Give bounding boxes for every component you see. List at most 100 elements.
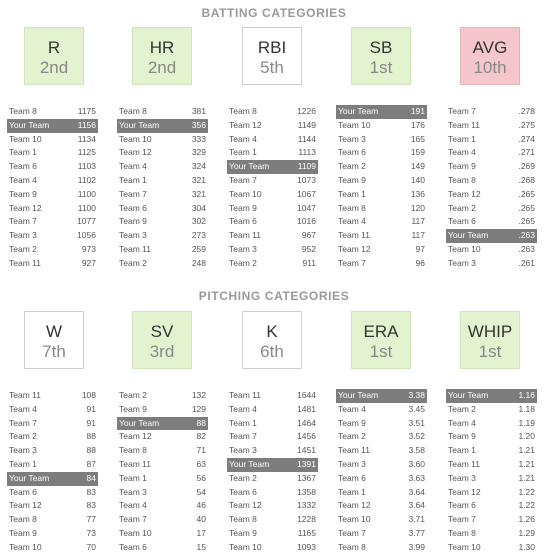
standings-row[interactable]: Team 9 1165 bbox=[227, 527, 318, 541]
standings-row[interactable]: Team 7 1073 bbox=[227, 174, 318, 188]
category-card-w[interactable]: W 7th bbox=[24, 311, 84, 369]
standings-row[interactable]: Team 12 97 bbox=[336, 243, 427, 257]
standings-row[interactable]: Team 7 1.26 bbox=[446, 513, 537, 527]
standings-row[interactable]: Team 11 3.58 bbox=[336, 444, 427, 458]
standings-row[interactable]: Team 4 91 bbox=[7, 403, 98, 417]
standings-row[interactable]: Team 7 91 bbox=[7, 417, 98, 431]
standings-row[interactable]: Team 3 .261 bbox=[446, 257, 537, 271]
standings-row[interactable]: Team 3 54 bbox=[117, 486, 208, 500]
standings-row[interactable]: Team 8 1228 bbox=[227, 513, 318, 527]
standings-row[interactable]: Team 7 1077 bbox=[7, 215, 98, 229]
standings-row[interactable]: Team 7 321 bbox=[117, 188, 208, 202]
standings-row[interactable]: Team 9 73 bbox=[7, 527, 98, 541]
category-card-sb[interactable]: SB 1st bbox=[351, 27, 411, 85]
standings-row[interactable]: Team 9 1047 bbox=[227, 202, 318, 216]
standings-row[interactable]: Team 6 1103 bbox=[7, 160, 98, 174]
standings-row[interactable]: Team 6 1016 bbox=[227, 215, 318, 229]
standings-row[interactable]: Team 11 1.21 bbox=[446, 458, 537, 472]
standings-row[interactable]: Team 2 1.18 bbox=[446, 403, 537, 417]
standings-row[interactable]: Team 6 3.63 bbox=[336, 472, 427, 486]
standings-row[interactable]: Team 4 324 bbox=[117, 160, 208, 174]
category-card-rbi[interactable]: RBI 5th bbox=[242, 27, 302, 85]
category-card-era[interactable]: ERA 1st bbox=[351, 311, 411, 369]
standings-row[interactable]: Team 10 3.71 bbox=[336, 513, 427, 527]
standings-row[interactable]: Team 8 381 bbox=[117, 105, 208, 119]
standings-row[interactable]: Team 12 1149 bbox=[227, 119, 318, 133]
category-card-sv[interactable]: SV 3rd bbox=[132, 311, 192, 369]
standings-row[interactable]: Team 7 1456 bbox=[227, 430, 318, 444]
standings-row[interactable]: Team 7 .278 bbox=[446, 105, 537, 119]
standings-row[interactable]: Team 2 .265 bbox=[446, 202, 537, 216]
standings-row[interactable]: Team 4 1.19 bbox=[446, 417, 537, 431]
standings-row[interactable]: Team 6 1358 bbox=[227, 486, 318, 500]
standings-row[interactable]: Team 11 259 bbox=[117, 243, 208, 257]
standings-row[interactable]: Team 10 1134 bbox=[7, 133, 98, 147]
standings-row[interactable]: Team 1 321 bbox=[117, 174, 208, 188]
standings-row[interactable]: Team 3 1451 bbox=[227, 444, 318, 458]
standings-row[interactable]: Team 6 15 bbox=[117, 541, 208, 555]
standings-row[interactable]: Your Team 3.38 bbox=[336, 389, 427, 403]
standings-row[interactable]: Team 11 .275 bbox=[446, 119, 537, 133]
standings-row[interactable]: Team 9 129 bbox=[117, 403, 208, 417]
standings-row[interactable]: Team 8 1226 bbox=[227, 105, 318, 119]
standings-row[interactable]: Team 9 1100 bbox=[7, 188, 98, 202]
standings-row[interactable]: Team 8 77 bbox=[7, 513, 98, 527]
standings-row[interactable]: Team 3 273 bbox=[117, 229, 208, 243]
standings-row[interactable]: Team 6 .265 bbox=[446, 215, 537, 229]
standings-row[interactable]: Team 1 136 bbox=[336, 188, 427, 202]
standings-row[interactable]: Team 4 117 bbox=[336, 215, 427, 229]
standings-row[interactable]: Team 11 1644 bbox=[227, 389, 318, 403]
standings-row[interactable]: Team 4 1102 bbox=[7, 174, 98, 188]
standings-row[interactable]: Team 12 82 bbox=[117, 430, 208, 444]
standings-row[interactable]: Team 11 63 bbox=[117, 458, 208, 472]
standings-row[interactable]: Team 9 140 bbox=[336, 174, 427, 188]
standings-row[interactable]: Team 3 952 bbox=[227, 243, 318, 257]
standings-row[interactable]: Your Team 1.16 bbox=[446, 389, 537, 403]
standings-row[interactable]: Team 3 3.60 bbox=[336, 458, 427, 472]
standings-row[interactable]: Team 10 .263 bbox=[446, 243, 537, 257]
standings-row[interactable]: Team 12 .265 bbox=[446, 188, 537, 202]
standings-row[interactable]: Team 10 176 bbox=[336, 119, 427, 133]
standings-row[interactable]: Team 1 3.64 bbox=[336, 486, 427, 500]
standings-row[interactable]: Team 3 165 bbox=[336, 133, 427, 147]
standings-row[interactable]: Team 6 159 bbox=[336, 146, 427, 160]
standings-row[interactable]: Team 4 3.45 bbox=[336, 403, 427, 417]
standings-row[interactable]: Team 11 108 bbox=[7, 389, 98, 403]
standings-row[interactable]: Team 7 3.77 bbox=[336, 527, 427, 541]
standings-row[interactable]: Your Team 84 bbox=[7, 471, 98, 486]
standings-row[interactable]: Team 10 1093 bbox=[227, 541, 318, 555]
standings-row[interactable]: Team 1 1125 bbox=[7, 146, 98, 160]
standings-row[interactable]: Team 7 40 bbox=[117, 513, 208, 527]
standings-row[interactable]: Team 3 1056 bbox=[7, 229, 98, 243]
standings-row[interactable]: Team 10 333 bbox=[117, 133, 208, 147]
standings-row[interactable]: Team 2 149 bbox=[336, 160, 427, 174]
standings-row[interactable]: Team 1 1113 bbox=[227, 146, 318, 160]
standings-row[interactable]: Team 12 329 bbox=[117, 146, 208, 160]
standings-row[interactable]: Your Team 1156 bbox=[7, 118, 98, 133]
standings-row[interactable]: Team 11 117 bbox=[336, 229, 427, 243]
standings-row[interactable]: Team 6 304 bbox=[117, 202, 208, 216]
standings-row[interactable]: Team 8 1175 bbox=[7, 105, 98, 119]
standings-row[interactable]: Team 1 1464 bbox=[227, 417, 318, 431]
category-card-r[interactable]: R 2nd bbox=[24, 27, 84, 85]
standings-row[interactable]: Team 8 3.99 bbox=[336, 541, 427, 555]
standings-row[interactable]: Team 4 1144 bbox=[227, 133, 318, 147]
standings-row[interactable]: Team 8 71 bbox=[117, 444, 208, 458]
standings-row[interactable]: Team 11 927 bbox=[7, 257, 98, 271]
standings-row[interactable]: Team 12 3.64 bbox=[336, 499, 427, 513]
standings-row[interactable]: Team 12 1332 bbox=[227, 499, 318, 513]
standings-row[interactable]: Team 10 17 bbox=[117, 527, 208, 541]
standings-row[interactable]: Team 8 1.29 bbox=[446, 527, 537, 541]
standings-row[interactable]: Team 12 83 bbox=[7, 499, 98, 513]
standings-row[interactable]: Team 9 3.51 bbox=[336, 417, 427, 431]
standings-row[interactable]: Team 1 87 bbox=[7, 458, 98, 472]
standings-row[interactable]: Team 2 3.52 bbox=[336, 430, 427, 444]
standings-row[interactable]: Team 4 .271 bbox=[446, 146, 537, 160]
standings-row[interactable]: Team 9 302 bbox=[117, 215, 208, 229]
standings-row[interactable]: Team 11 967 bbox=[227, 229, 318, 243]
category-card-hr[interactable]: HR 2nd bbox=[132, 27, 192, 85]
category-card-k[interactable]: K 6th bbox=[242, 311, 302, 369]
category-card-whip[interactable]: WHIP 1st bbox=[460, 311, 520, 369]
standings-row[interactable]: Team 2 132 bbox=[117, 389, 208, 403]
standings-row[interactable]: Team 3 1.21 bbox=[446, 472, 537, 486]
